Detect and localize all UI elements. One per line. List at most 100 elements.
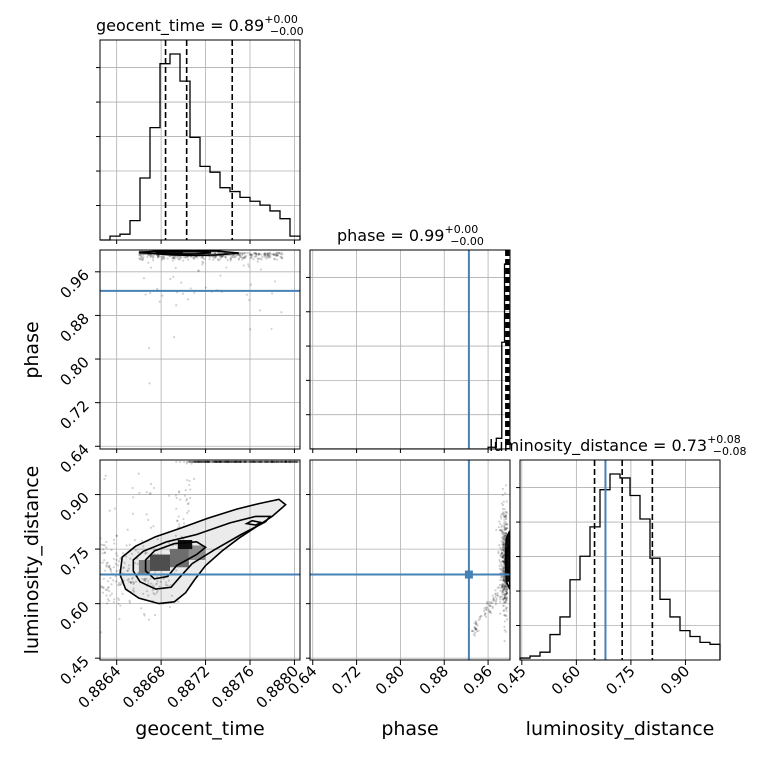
contour-level-2 (144, 540, 207, 580)
sample-point (502, 566, 505, 570)
density-cell (150, 554, 170, 571)
grid-luminosity-distance-hist (520, 460, 720, 660)
sample-point (176, 255, 179, 258)
sample-point (241, 258, 244, 261)
density-cell (170, 549, 189, 568)
sample-point (503, 592, 507, 595)
sample-point (192, 460, 195, 463)
sample-point (231, 254, 235, 257)
sample-point (202, 261, 205, 264)
sample-point (505, 592, 509, 595)
sample-point (206, 460, 210, 463)
sample-point (301, 461, 303, 463)
sample-point (145, 551, 148, 554)
sample-point (187, 509, 190, 513)
sample-point (504, 535, 507, 538)
title-sub-luminosity-distance: −0.08 (713, 445, 747, 458)
sample-point (254, 252, 257, 255)
sample-point (216, 460, 219, 463)
sample-point (500, 576, 503, 579)
sample-point (212, 460, 215, 463)
sample-point (288, 460, 291, 463)
sample-point (245, 460, 248, 463)
contour-level-3 (244, 519, 264, 526)
sample-point (267, 460, 270, 463)
sample-point (215, 460, 218, 463)
x-axis-label-geocent-time: geocent_time (135, 718, 264, 740)
sample-point (243, 255, 246, 259)
sample-point (266, 252, 269, 255)
sample-point (503, 639, 506, 643)
sample-point (502, 567, 505, 570)
sample-point (147, 579, 150, 583)
sample-point (261, 460, 264, 463)
sample-point (234, 460, 237, 463)
sample-point (255, 253, 258, 256)
sample-point (255, 460, 258, 463)
sample-point (102, 586, 105, 589)
sample-point (502, 548, 505, 552)
sample-point (494, 593, 497, 596)
sample-point (501, 578, 504, 581)
sample-point (199, 460, 202, 463)
y-ticks-luminosity-distance: 0.45 0.60 0.75 0.90 (56, 489, 100, 689)
sample-point (144, 579, 147, 583)
sample-point (501, 556, 504, 559)
sample-point (247, 251, 251, 255)
sample-point (270, 460, 273, 463)
sample-point (108, 564, 111, 567)
sample-point (502, 543, 505, 546)
sample-point (483, 614, 486, 617)
sample-point (100, 543, 103, 546)
sample-point (215, 460, 218, 463)
sample-point (263, 460, 266, 463)
hist-step-geocent-time (100, 53, 301, 241)
sample-point (503, 604, 506, 607)
sample-point (227, 460, 230, 463)
sample-point (149, 255, 152, 258)
sample-point (215, 460, 219, 463)
sample-point (252, 258, 255, 261)
sample-point (248, 253, 251, 257)
sample-point (501, 555, 504, 559)
sample-point (276, 251, 279, 254)
sample-point (224, 256, 227, 259)
sample-point (127, 577, 130, 581)
sample-point (272, 460, 275, 463)
sample-point (502, 557, 506, 560)
sample-point (119, 604, 122, 607)
sample-point (190, 460, 193, 463)
sample-point (502, 587, 505, 591)
sample-point (489, 610, 492, 613)
sample-point (235, 460, 238, 463)
sample-point (505, 512, 508, 515)
sample-point (144, 551, 147, 554)
sample-point (196, 460, 200, 463)
sample-point (128, 564, 131, 567)
sample-point (295, 460, 299, 463)
sample-point (151, 256, 155, 259)
sample-point (501, 584, 504, 587)
sample-point (288, 460, 292, 463)
sample-point (103, 559, 106, 562)
sample-point (270, 253, 273, 256)
sample-point (249, 328, 252, 331)
sample-point (503, 521, 506, 524)
sample-point (115, 558, 118, 562)
sample-point (242, 460, 245, 463)
sample-point (166, 584, 169, 587)
sample-point (480, 614, 483, 618)
sample-point (197, 269, 200, 273)
sample-point (502, 568, 505, 571)
sample-point (284, 460, 287, 463)
sample-point (505, 606, 508, 609)
sample-point (268, 254, 271, 258)
sample-point (291, 460, 295, 463)
sample-point (106, 588, 109, 592)
sample-point (263, 252, 266, 255)
sample-point (107, 566, 111, 569)
sample-point (500, 583, 503, 586)
sample-point (502, 579, 505, 582)
hist-luminosity-distance (519, 473, 721, 660)
sample-point (173, 257, 176, 260)
